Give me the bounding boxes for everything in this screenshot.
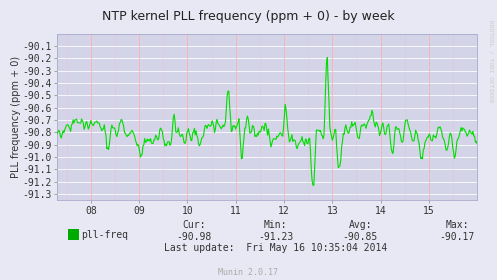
Text: -90.98: -90.98 bbox=[176, 232, 211, 242]
Text: Avg:: Avg: bbox=[348, 220, 372, 230]
Text: NTP kernel PLL frequency (ppm + 0) - by week: NTP kernel PLL frequency (ppm + 0) - by … bbox=[102, 10, 395, 23]
Text: -90.17: -90.17 bbox=[440, 232, 475, 242]
Text: -91.23: -91.23 bbox=[258, 232, 293, 242]
Text: Cur:: Cur: bbox=[182, 220, 206, 230]
Text: Max:: Max: bbox=[445, 220, 469, 230]
Text: RRDTOOL / TOBI OETIKER: RRDTOOL / TOBI OETIKER bbox=[489, 20, 494, 102]
Text: Munin 2.0.17: Munin 2.0.17 bbox=[219, 268, 278, 277]
Text: Min:: Min: bbox=[264, 220, 288, 230]
Text: -90.85: -90.85 bbox=[343, 232, 378, 242]
Y-axis label: PLL frequency (ppm + 0): PLL frequency (ppm + 0) bbox=[11, 56, 21, 178]
Text: Last update:  Fri May 16 10:35:04 2014: Last update: Fri May 16 10:35:04 2014 bbox=[164, 243, 388, 253]
Text: pll-freq: pll-freq bbox=[81, 230, 128, 240]
